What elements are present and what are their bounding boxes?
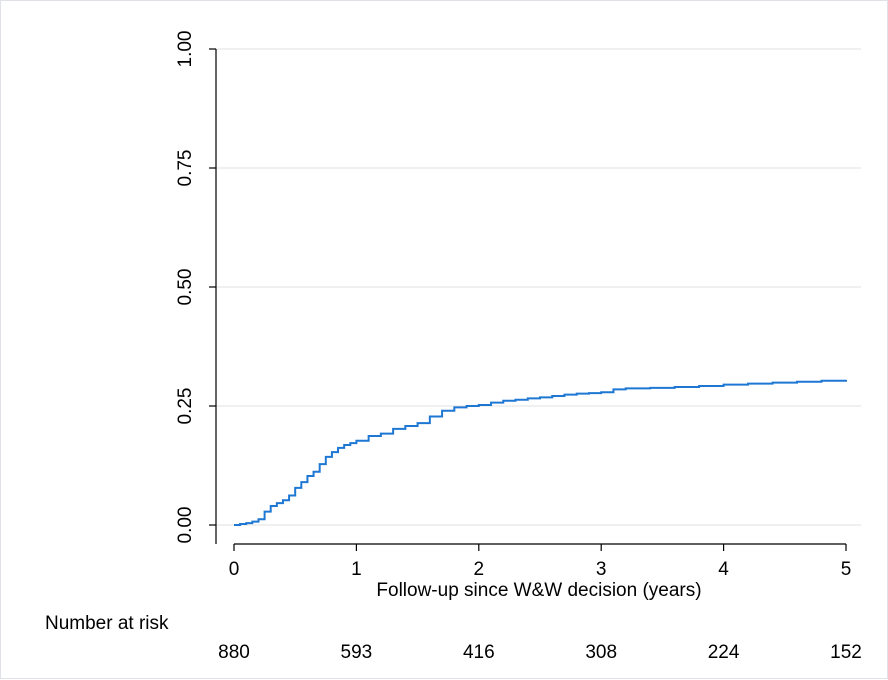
x-tick-label: 3	[596, 559, 607, 580]
gridlines	[216, 48, 861, 526]
risk-table-counts: 880 593 416 308 224 152	[218, 642, 862, 663]
y-tick-label: 0.50	[175, 269, 196, 306]
x-axis-label: Follow-up since W&W decision (years)	[376, 580, 701, 601]
y-tick-label: 0.75	[175, 150, 196, 187]
y-tick-label: 0.00	[175, 507, 196, 544]
series-group	[234, 379, 847, 526]
risk-count: 308	[585, 642, 617, 663]
x-tick-label: 5	[841, 559, 852, 580]
x-tick-label: 0	[229, 559, 240, 580]
risk-table-label: Number at risk	[45, 613, 169, 634]
x-tick-label: 2	[474, 559, 485, 580]
series-line-0	[234, 379, 847, 526]
risk-count: 880	[218, 642, 250, 663]
axes	[215, 49, 846, 545]
x-tick-label: 1	[351, 559, 362, 580]
risk-count: 593	[341, 642, 373, 663]
y-tick-label: 0.25	[175, 388, 196, 425]
risk-count: 224	[708, 642, 740, 663]
y-axis-ticks: 0.00 0.25 0.50 0.75 1.00	[175, 31, 216, 544]
x-axis-ticks: 0 1 2 3 4 5	[229, 544, 852, 580]
risk-count: 152	[830, 642, 862, 663]
y-tick-label: 1.00	[175, 31, 196, 68]
x-tick-label: 4	[718, 559, 729, 580]
risk-count: 416	[463, 642, 495, 663]
